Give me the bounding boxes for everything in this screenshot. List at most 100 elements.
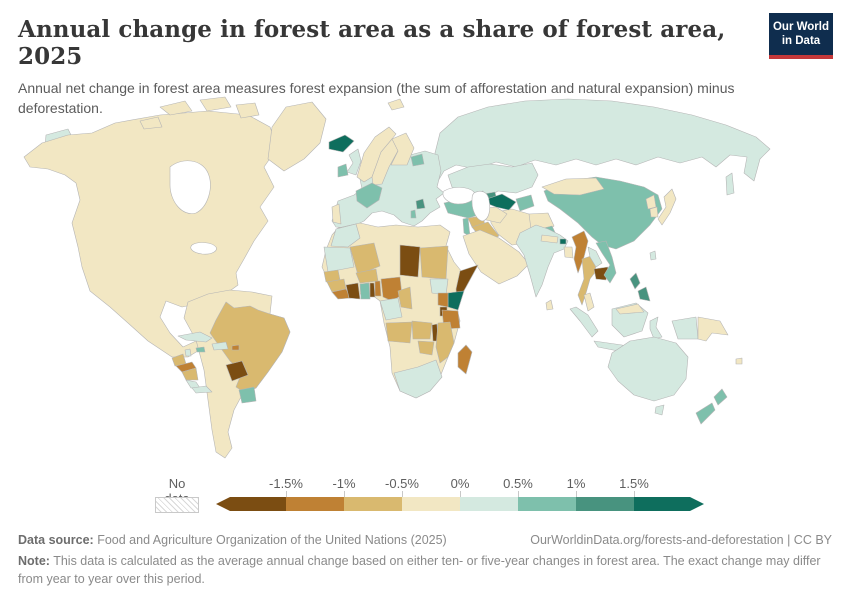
legend-tick-label-6: 1.5% [619, 476, 649, 491]
region-sudan[interactable] [419, 245, 449, 280]
legend-tick-label-0: -1.5% [269, 476, 303, 491]
region-sumatra[interactable] [569, 306, 599, 338]
region-albania[interactable] [410, 209, 417, 219]
region-south-sudan[interactable] [429, 278, 449, 296]
owid-logo-box: Our World in Data [769, 13, 833, 55]
owid-logo[interactable]: Our World in Data [769, 13, 833, 59]
legend-tick-mark [344, 491, 345, 497]
region-madagascar[interactable] [457, 344, 473, 375]
region-sulawesi[interactable] [649, 316, 663, 340]
region-hispaniola[interactable] [211, 341, 229, 351]
region-nicaragua[interactable] [181, 367, 199, 381]
region-norway[interactable] [356, 126, 397, 183]
region-tasmania[interactable] [654, 404, 665, 416]
region-malaysia-borneo[interactable] [615, 303, 645, 315]
hudson-bay [169, 160, 211, 214]
region-philippines[interactable] [629, 272, 651, 302]
region-paraguay[interactable] [225, 360, 249, 382]
region-west-papua[interactable] [671, 316, 699, 340]
no-data-swatch[interactable] [155, 497, 199, 513]
region-portugal[interactable] [331, 203, 342, 225]
subtitle: Annual net change in forest area measure… [18, 80, 735, 116]
region-benin[interactable] [374, 280, 382, 297]
region-kenya[interactable] [447, 290, 465, 311]
region-vietnam[interactable] [595, 240, 617, 284]
region-bangladesh[interactable] [563, 246, 574, 259]
region-congo-gabon[interactable] [379, 297, 403, 321]
region-jamaica[interactable] [195, 346, 206, 353]
region-canada-arctic-islands[interactable] [139, 96, 260, 130]
region-kyrgyzstan-tajikistan[interactable] [515, 194, 535, 212]
legend-bin-7[interactable] [634, 497, 704, 511]
owid-url-link[interactable]: OurWorldinData.org/forests-and-deforesta… [530, 533, 832, 547]
region-papua-new-guinea[interactable] [697, 316, 729, 342]
region-western-sahara-mauritania[interactable] [323, 246, 355, 273]
region-cuba[interactable] [177, 331, 213, 343]
region-mongolia[interactable] [541, 177, 605, 196]
region-mali[interactable] [349, 242, 381, 276]
region-zambia[interactable] [411, 320, 433, 340]
region-uk[interactable] [346, 148, 362, 176]
legend-bin-1[interactable] [286, 497, 344, 511]
region-serbia[interactable] [415, 198, 426, 210]
region-sakhalin[interactable] [725, 172, 735, 196]
region-svalbard[interactable] [387, 98, 405, 111]
region-togo[interactable] [369, 282, 376, 298]
region-angola[interactable] [385, 321, 413, 344]
region-greenland[interactable] [267, 101, 327, 172]
legend-tick-mark [576, 491, 577, 497]
region-russia[interactable] [434, 98, 771, 182]
region-burkina-faso[interactable] [355, 268, 379, 284]
region-south-africa[interactable] [393, 359, 443, 399]
region-cote-divoire[interactable] [345, 282, 361, 300]
region-arabia[interactable] [462, 229, 530, 285]
region-japan[interactable] [657, 188, 677, 226]
region-cambodia[interactable] [593, 266, 609, 281]
region-malaysia-peninsula[interactable] [583, 292, 595, 312]
region-baltic-states[interactable] [410, 153, 425, 167]
legend-tick-mark [518, 491, 519, 497]
region-ireland[interactable] [337, 163, 349, 178]
region-morocco[interactable] [330, 223, 361, 248]
region-laos[interactable] [587, 246, 603, 268]
region-brazil[interactable] [209, 301, 291, 393]
legend-bin-3[interactable] [402, 497, 460, 511]
legend-bin-2[interactable] [344, 497, 402, 511]
region-ghana[interactable] [359, 282, 371, 300]
header: Annual change in forest area as a share … [18, 16, 758, 119]
region-uzbekistan[interactable] [480, 193, 517, 211]
region-uganda[interactable] [437, 292, 449, 308]
region-costa-rica[interactable] [185, 379, 201, 389]
legend-bin-6[interactable] [576, 497, 634, 511]
source-text: Data source: Food and Agriculture Organi… [18, 531, 447, 549]
legend-bin-5[interactable] [518, 497, 576, 511]
region-finland[interactable] [390, 132, 415, 166]
region-nepal[interactable] [540, 234, 559, 244]
region-fiji[interactable] [735, 357, 743, 365]
region-new-zealand[interactable] [695, 388, 728, 425]
region-france[interactable] [355, 182, 383, 209]
region-bhutan[interactable] [559, 238, 567, 245]
region-zimbabwe[interactable] [417, 340, 435, 356]
legend-tick-mark [402, 491, 403, 497]
region-chad[interactable] [399, 244, 421, 278]
region-taiwan[interactable] [649, 250, 657, 261]
region-mozambique[interactable] [435, 321, 455, 364]
region-cameroon[interactable] [397, 286, 413, 310]
region-uruguay[interactable] [238, 386, 257, 404]
legend-bin-4[interactable] [460, 497, 518, 511]
legend-tick-label-4: 0.5% [503, 476, 533, 491]
region-south-korea[interactable] [649, 206, 659, 218]
region-panama[interactable] [191, 385, 213, 394]
region-puerto-rico[interactable] [231, 344, 240, 351]
region-myanmar[interactable] [571, 230, 589, 274]
footer: Data source: Food and Agriculture Organi… [18, 531, 832, 588]
owid-logo-stripe [769, 54, 833, 59]
region-iceland[interactable] [328, 134, 355, 153]
region-belize[interactable] [184, 348, 192, 357]
map-container [20, 95, 830, 475]
region-sri-lanka[interactable] [545, 299, 554, 311]
legend-bin-0[interactable] [216, 497, 286, 511]
note-label: Note: [18, 554, 50, 569]
region-australia[interactable] [607, 336, 689, 402]
